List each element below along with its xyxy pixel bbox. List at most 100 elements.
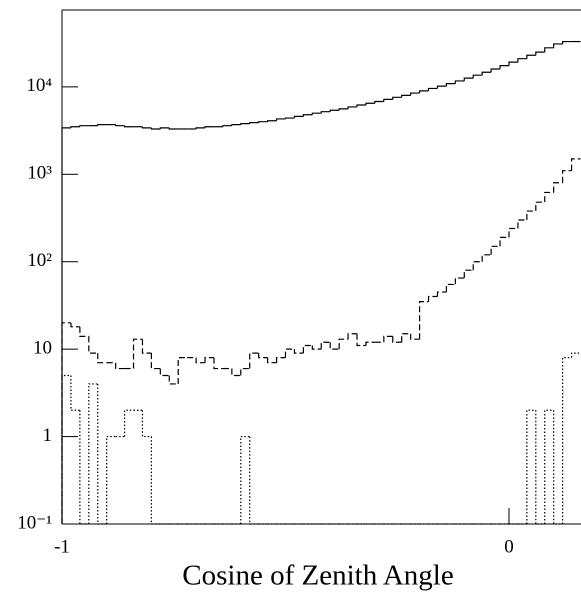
histogram-bin: [562, 170, 572, 183]
histogram-bin: [258, 353, 268, 359]
histogram-bin: [535, 201, 545, 212]
histogram-bin: [284, 348, 295, 358]
histogram-bin: [436, 291, 447, 297]
histogram-bin: [338, 338, 349, 350]
histogram-bin: [195, 127, 206, 129]
histogram-bin: [258, 121, 268, 123]
y-tick-label: 10⁻¹: [17, 512, 52, 533]
histogram-bin: [347, 106, 358, 109]
histogram-bin: [517, 219, 527, 229]
x-tick-label: 0: [504, 536, 514, 557]
histogram-bin: [526, 210, 536, 221]
histogram-bin: [427, 87, 438, 91]
histogram-bin: [115, 362, 125, 370]
histogram-bin: [70, 322, 80, 328]
histogram-bin: [222, 125, 232, 127]
histogram-bin: [106, 435, 116, 524]
y-tick-label: 10²: [27, 250, 52, 271]
histogram-bin: [570, 352, 581, 358]
histogram-bin: [410, 333, 420, 340]
y-tick-label: 10⁴: [26, 75, 52, 96]
histogram-bin: [168, 127, 179, 130]
histogram-bin: [562, 40, 572, 44]
histogram-bin: [553, 43, 563, 48]
histogram-bin: [150, 127, 161, 130]
histogram-bin: [401, 94, 411, 98]
histogram-bin: [150, 353, 161, 370]
histogram-bin: [454, 277, 465, 285]
histogram-bin: [383, 98, 393, 102]
histogram-bin: [213, 357, 223, 370]
histogram-bin: [508, 227, 518, 238]
histogram-bin: [97, 353, 107, 364]
histogram-bin: [204, 357, 214, 363]
histogram-bin: [544, 191, 554, 203]
histogram-bin: [508, 61, 518, 66]
histogram-bin: [347, 333, 358, 340]
histogram-bin: [97, 383, 107, 525]
histogram-bin: [267, 120, 277, 122]
y-tick-label: 10³: [27, 163, 52, 184]
histogram-bin: [132, 338, 143, 369]
histogram-bin: [267, 357, 277, 364]
histogram-bin: [392, 336, 402, 343]
histogram-bin: [293, 349, 304, 354]
histogram-bin: [410, 92, 420, 96]
histogram-bin: [356, 333, 366, 347]
histogram-bin: [123, 125, 134, 128]
histogram-bin: [383, 335, 393, 343]
histogram-bin: [168, 375, 179, 385]
histogram-bin: [195, 357, 206, 364]
histogram-bin: [445, 83, 456, 87]
histogram-bin: [275, 357, 286, 363]
histogram-bin: [204, 126, 214, 128]
histogram-bin: [553, 182, 563, 193]
histogram-bin: [311, 112, 322, 115]
histogram-bin: [70, 126, 80, 128]
histogram-bin: [535, 51, 545, 56]
histogram-bin: [472, 261, 483, 271]
histogram-bin: [544, 47, 554, 53]
histogram-bin: [544, 409, 554, 524]
histogram-bin: [338, 108, 349, 111]
histogram-bin: [570, 158, 581, 171]
histogram-bin: [61, 322, 71, 524]
histogram-bin: [79, 125, 89, 127]
histogram-bin: [249, 352, 259, 369]
histogram-bin: [159, 368, 170, 377]
histogram-bin: [240, 435, 250, 524]
histogram-bin: [445, 283, 456, 293]
histogram-bin: [526, 409, 536, 524]
histogram-bin: [231, 368, 241, 377]
histogram-bin: [481, 254, 492, 262]
histogram-bin: [61, 127, 71, 524]
histogram-bin: [115, 124, 125, 127]
histogram-bin: [79, 410, 89, 525]
histogram-bin: [499, 236, 509, 247]
histogram-bin: [356, 104, 366, 107]
histogram-bin: [249, 436, 259, 525]
histogram-bin: [365, 341, 375, 346]
histogram-bin: [517, 58, 527, 63]
histogram-bin: [427, 295, 438, 302]
histogram-bin: [284, 117, 295, 119]
histogram-bin: [392, 96, 402, 100]
histogram-bin: [320, 341, 331, 350]
histogram-bin: [553, 410, 563, 525]
y-tick-label: 10: [33, 338, 52, 359]
histogram-bin: [562, 357, 572, 524]
histogram-bin: [88, 383, 98, 524]
histogram-bin: [329, 342, 340, 350]
histogram-bin: [88, 336, 98, 354]
histogram-bin: [240, 123, 250, 125]
histogram-bin: [472, 74, 483, 79]
histogram-bin: [70, 375, 80, 411]
histogram-bin: [141, 410, 152, 438]
histogram-bin: [329, 109, 340, 112]
histogram-bin: [481, 71, 492, 76]
histogram-bin: [293, 115, 304, 119]
histogram-bin: [374, 100, 384, 104]
histogram-bin: [490, 68, 501, 73]
x-tick-label: -1: [54, 536, 70, 557]
